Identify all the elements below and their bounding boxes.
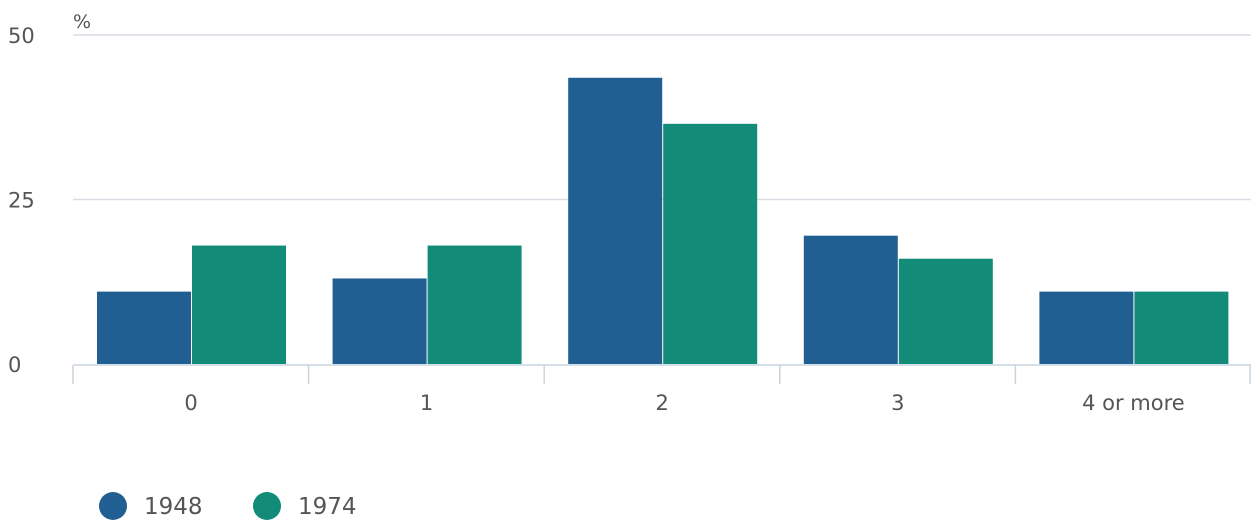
legend-marker-1948 <box>99 492 127 520</box>
bar-1948-2 <box>568 77 663 365</box>
bar-1948-4-or-more <box>1039 291 1134 364</box>
bar-1948-3 <box>803 235 898 364</box>
x-tick-label-2: 2 <box>656 391 669 415</box>
bar-1948-1 <box>332 278 427 364</box>
bar-1974-4-or-more <box>1134 291 1229 364</box>
x-tick-label-0: 0 <box>184 391 197 415</box>
y-axis-ticks: 0 25 50 <box>8 24 35 377</box>
y-unit-label: % <box>73 11 91 33</box>
x-tick-label-1: 1 <box>420 391 433 415</box>
x-axis: 0 1 2 3 4 or more <box>72 364 1251 415</box>
bar-1948-0 <box>97 291 191 364</box>
bars <box>97 77 1229 365</box>
x-tick-label-3: 3 <box>891 391 904 415</box>
y-tick-label-0: 0 <box>8 353 21 377</box>
y-tick-label-25: 25 <box>8 189 35 213</box>
legend-marker-1974 <box>253 492 281 520</box>
x-tick-label-4-or-more: 4 or more <box>1082 391 1185 415</box>
y-tick-label-50: 50 <box>8 24 35 48</box>
bar-1974-0 <box>192 245 286 364</box>
bar-1974-1 <box>427 245 522 364</box>
bar-1974-3 <box>898 258 993 364</box>
bar-1974-2 <box>663 123 758 364</box>
legend: 1948 1974 <box>99 492 357 520</box>
legend-label-1974: 1974 <box>298 494 357 520</box>
legend-label-1948: 1948 <box>144 494 203 520</box>
